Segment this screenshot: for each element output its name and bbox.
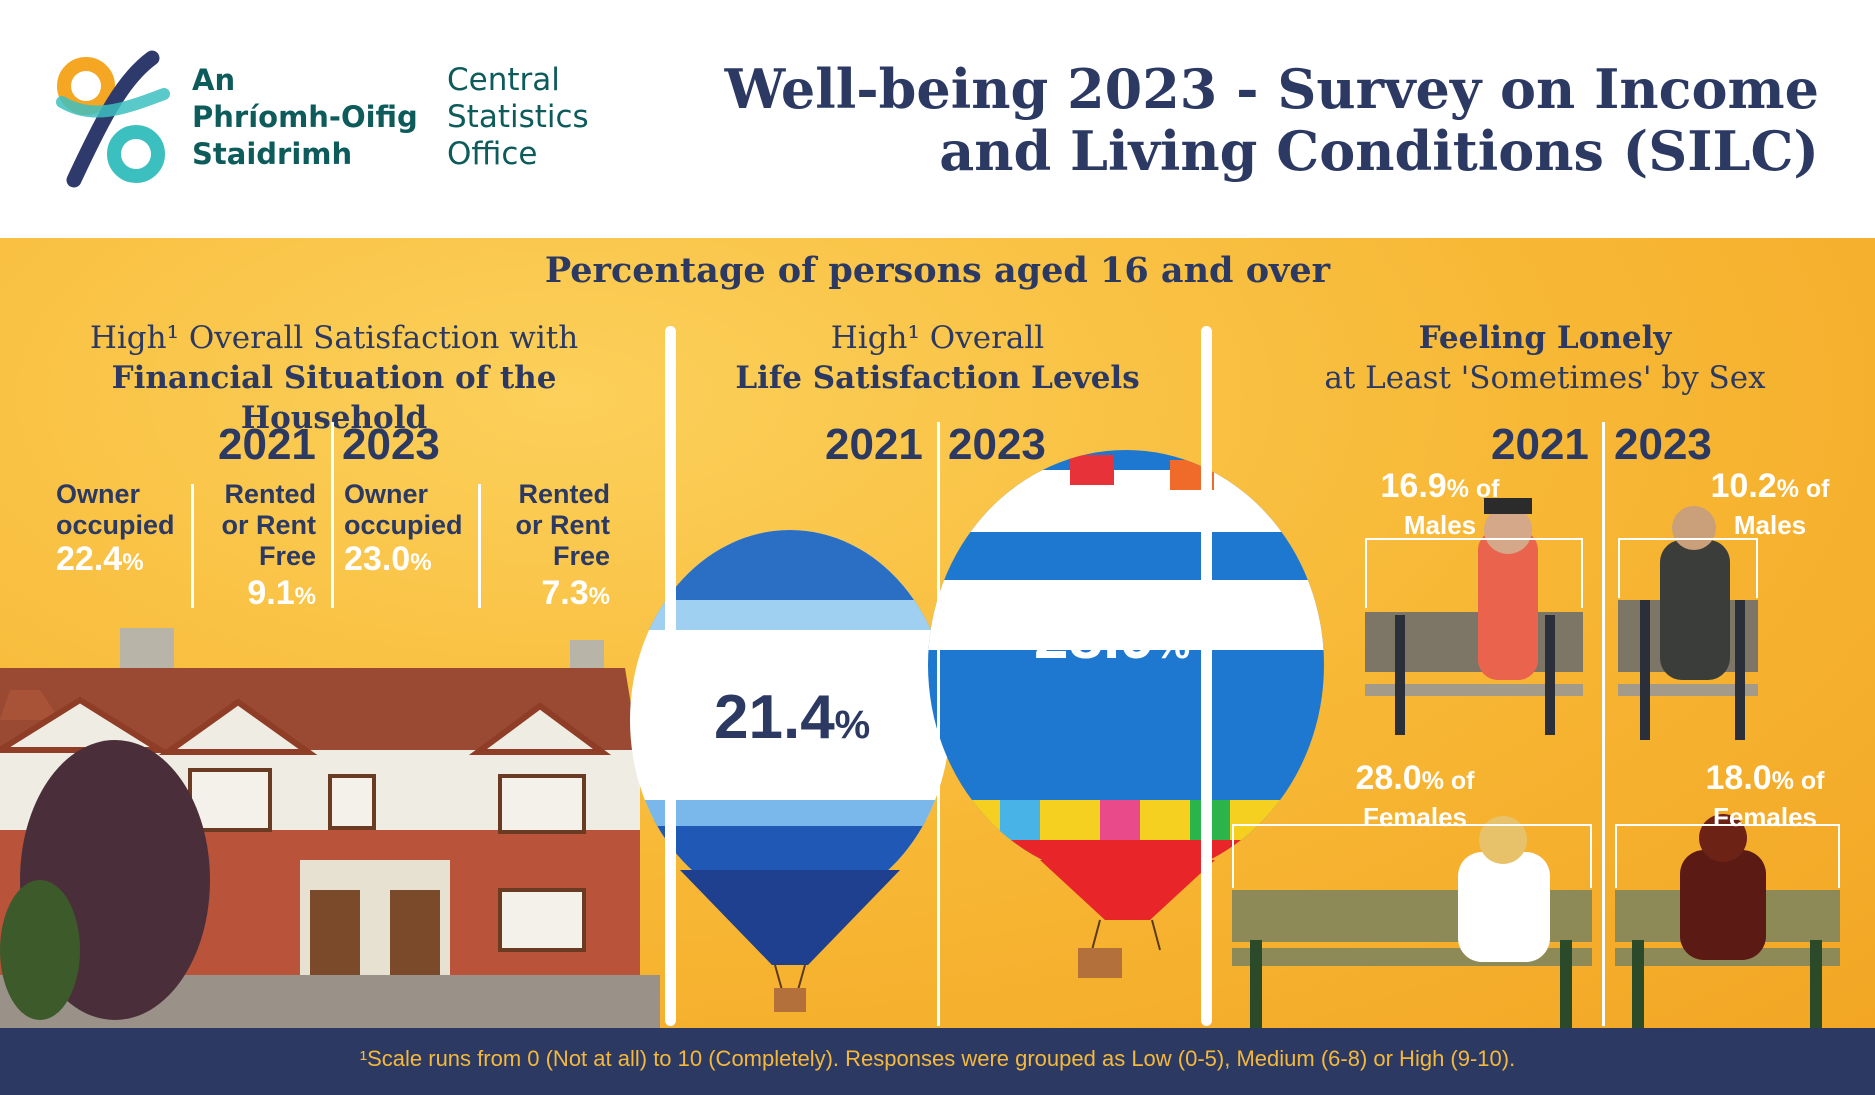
lonely-number: 28.0 xyxy=(1355,759,1422,797)
stat-number: 9.1 xyxy=(247,574,295,612)
percent-sign: % xyxy=(122,549,144,576)
stat-label-line: occupied xyxy=(56,510,175,540)
year-label: 2023 xyxy=(948,420,1046,469)
stat-label: Rented or Rent Free xyxy=(488,479,611,572)
financial-heading-line1: High¹ Overall Satisfaction with xyxy=(89,320,579,356)
financial-heading-line2: Financial Situation of the Household xyxy=(111,360,557,436)
bench-bracket xyxy=(1232,824,1592,888)
lonely-number: 10.2 xyxy=(1710,467,1777,505)
stat-value: 23.0% xyxy=(344,540,432,579)
percent-sign: % xyxy=(834,703,871,747)
balloon-number: 28.9 xyxy=(1034,603,1155,672)
page-title-line1: Well-being 2023 - Survey on Income xyxy=(724,57,1819,121)
lonely-of-text: % of xyxy=(1776,475,1830,503)
stat-label-line: Rented xyxy=(224,479,316,509)
stat-label-line: Free xyxy=(552,541,610,571)
house-illustration-icon xyxy=(0,628,660,1028)
percent-sign: % xyxy=(294,583,316,610)
year-label: 2021 xyxy=(825,420,923,469)
life-heading-line2: Life Satisfaction Levels xyxy=(735,360,1140,396)
park-bench-icon xyxy=(1615,814,1840,1030)
lonely-of-text: % of xyxy=(1771,767,1825,795)
csi-logo-icon xyxy=(56,50,170,188)
balloon-value: 28.9% xyxy=(1034,602,1190,673)
stat-label-line: or Rent xyxy=(221,510,317,540)
stat-label-line: Owner xyxy=(56,479,141,509)
stat-label-line: Free xyxy=(258,541,316,571)
lonely-of-text: % of xyxy=(1421,767,1475,795)
stat-label: Owner occupied xyxy=(344,479,463,541)
lonely-stat: 18.0% of Females xyxy=(1660,759,1870,833)
org-name-irish-line: An xyxy=(192,63,236,97)
stat-label-line: Owner xyxy=(344,479,429,509)
lonely-sex: Females xyxy=(1712,802,1818,832)
header: An Phríomh-Oifig Staidrimh Central Stati… xyxy=(0,0,1875,238)
org-name-english: Central Statistics Office xyxy=(447,62,589,173)
financial-heading: High¹ Overall Satisfaction with Financia… xyxy=(20,318,648,438)
year-divider xyxy=(937,422,940,1026)
balloon-number: 21.4 xyxy=(714,683,835,752)
column-divider xyxy=(191,484,194,608)
hot-air-balloon-icon xyxy=(928,450,1324,978)
org-name-irish-line: Staidrimh xyxy=(192,137,353,171)
page-title: Well-being 2023 - Survey on Income and L… xyxy=(679,58,1819,182)
year-label: 2023 xyxy=(342,420,440,469)
year-divider xyxy=(331,422,334,608)
park-bench-icon xyxy=(1232,816,1592,1030)
percent-sign: % xyxy=(1154,623,1191,667)
lonely-stat: 16.9% of Males xyxy=(1330,467,1550,541)
stat-number: 7.3 xyxy=(541,574,589,612)
lonely-number: 16.9 xyxy=(1380,467,1447,505)
stat-label: Owner occupied xyxy=(56,479,175,541)
percent-sign: % xyxy=(588,583,610,610)
org-name-english-line: Central xyxy=(447,62,560,98)
stat-number: 22.4 xyxy=(56,540,123,578)
footer-bar xyxy=(0,1028,1875,1095)
footnote: ¹Scale runs from 0 (Not at all) to 10 (C… xyxy=(359,1046,1516,1071)
year-label: 2023 xyxy=(1614,420,1712,469)
year-label: 2021 xyxy=(1491,420,1589,469)
org-name-english-line: Statistics xyxy=(447,99,589,135)
section-divider xyxy=(665,326,676,1026)
balloon-value: 21.4% xyxy=(714,682,870,753)
stat-label-line: occupied xyxy=(344,510,463,540)
lonely-sex: Males xyxy=(1403,510,1477,540)
park-bench-icon xyxy=(1365,498,1583,735)
stat-label-line: or Rent xyxy=(515,510,611,540)
org-name-english-line: Office xyxy=(447,136,538,172)
bench-bracket xyxy=(1615,824,1840,888)
life-heading: High¹ Overall Life Satisfaction Levels xyxy=(680,318,1195,398)
lonely-sex: Females xyxy=(1362,802,1468,832)
stat-value: 22.4% xyxy=(56,540,144,579)
stat-number: 23.0 xyxy=(344,540,411,578)
stat-value: 9.1% xyxy=(196,574,316,613)
lonely-heading-line1: Feeling Lonely xyxy=(1418,320,1672,356)
org-name-irish-line: Phríomh-Oifig xyxy=(192,100,418,134)
lonely-heading-line2: at Least 'Sometimes' by Sex xyxy=(1324,360,1766,396)
percent-sign: % xyxy=(410,549,432,576)
lonely-heading: Feeling Lonely at Least 'Sometimes' by S… xyxy=(1240,318,1850,398)
stat-value: 7.3% xyxy=(488,574,610,613)
page-title-line2: and Living Conditions (SILC) xyxy=(939,119,1819,183)
lonely-of-text: % of xyxy=(1446,475,1500,503)
lonely-stat: 10.2% of Males xyxy=(1680,467,1860,541)
lonely-number: 18.0 xyxy=(1705,759,1772,797)
column-divider xyxy=(478,484,481,608)
bench-bracket xyxy=(1365,538,1583,608)
org-name-irish: An Phríomh-Oifig Staidrimh xyxy=(192,62,418,173)
life-heading-line1: High¹ Overall xyxy=(830,320,1045,356)
bench-bracket xyxy=(1618,538,1758,598)
lonely-stat: 28.0% of Females xyxy=(1310,759,1520,833)
stat-label: Rented or Rent Free xyxy=(196,479,317,572)
stat-label-line: Rented xyxy=(518,479,610,509)
infographic-subtitle: Percentage of persons aged 16 and over xyxy=(544,250,1331,291)
lonely-sex: Males xyxy=(1733,510,1807,540)
year-divider xyxy=(1602,422,1605,1026)
section-divider xyxy=(1201,326,1212,1026)
year-label: 2021 xyxy=(218,420,316,469)
